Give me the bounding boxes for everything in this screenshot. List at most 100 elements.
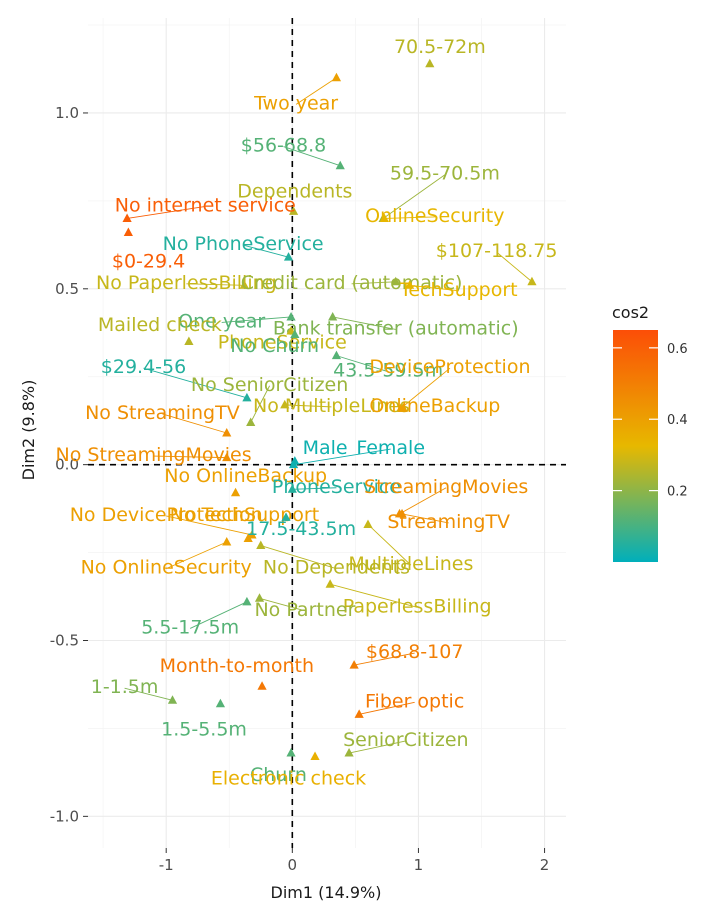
category-label: No internet service [115,194,296,216]
category-label: No MultipleLines [253,395,410,417]
category-label: No OnlineBackup [164,465,327,487]
category-label: Mailed check [98,314,222,336]
category-label: One year [178,310,265,332]
category-point [310,751,320,761]
category-point [398,403,408,412]
label-connector [292,487,337,490]
label-connector [186,283,245,286]
category-point [242,392,252,402]
label-connector [260,545,337,570]
category-point [405,280,415,289]
category-label: Female [356,437,425,459]
label-connector [293,448,391,466]
category-point [184,336,194,346]
label-connector [367,524,412,566]
category-label: 17.5-43.5m [246,518,356,540]
label-connector [221,316,292,323]
y-axis-title: Dim2 (9.8%) [19,380,38,481]
label-connector [400,367,451,409]
category-label: TechSupport [399,279,518,301]
label-connector [336,355,389,373]
y-tick-label: -1.0 [50,807,79,825]
legend-title: cos2 [612,303,649,322]
label-connector [351,281,396,285]
category-point [215,698,226,708]
category-point [222,452,232,462]
legend-tick-label: 0.2 [667,485,688,500]
category-point [286,748,296,757]
category-point [222,537,232,546]
label-connector [401,513,449,524]
label-connector [409,284,459,292]
x-axis-ticks: -1 0 1 2 [159,848,549,874]
legend-ticks: 0.2 0.4 0.6 [613,342,688,500]
label-connector [189,601,248,629]
category-label: Bank transfer (automatic) [273,317,519,339]
category-label: No Dependents [263,557,410,579]
category-label: No SeniorCitizen [191,374,348,396]
label-connector [382,174,446,219]
category-label: OnlineSecurity [365,205,504,227]
category-point [335,160,345,170]
y-tick-label: -0.5 [50,632,79,650]
category-point [167,695,178,704]
category-label: 1-1.5m [91,676,159,698]
label-connector [496,251,533,283]
category-point [287,484,297,493]
category-point [527,276,537,286]
y-tick-label: 0.5 [55,280,79,298]
label-connector [162,413,227,434]
category-label: 70.5-72m [394,36,486,58]
label-connector [354,652,415,666]
category-label: $0-29.4 [112,251,185,273]
category-label: 43.5-59.5m [333,360,443,382]
x-tick-label: 1 [414,856,424,874]
y-tick-label: 0.0 [55,456,79,474]
category-point [288,459,299,469]
category-point [397,508,407,518]
category-point [222,428,232,437]
category-label: No DeviceProtection [70,504,263,526]
label-connector [283,146,341,167]
category-label: 1.5-5.5m [161,718,247,740]
category-point [256,540,266,550]
y-axis-ticks: -1.0 -0.5 0.0 0.5 1.0 [50,104,88,825]
category-label: No Churn [230,335,319,357]
category-label: Electronic check [211,768,366,790]
category-point [246,417,256,426]
category-label: SeniorCitizen [343,729,469,751]
category-point [425,58,435,68]
label-connector [250,385,271,423]
legend-colorbar [613,330,658,562]
label-connector [127,205,206,219]
category-point [391,276,401,286]
category-label: Churn [250,764,307,786]
category-point [344,748,354,757]
x-tick-label: 0 [288,856,298,874]
category-label: No PhoneService [163,233,324,255]
category-point [288,206,299,215]
category-label: StreamingMovies [364,476,528,498]
category-point [230,487,241,497]
label-connector [243,244,289,258]
category-point [354,709,364,718]
category-point [242,596,252,606]
category-label: No Partner [254,599,355,621]
category-label: 59.5-70.5m [390,163,500,185]
label-connector [284,404,332,408]
label-connector [399,487,447,515]
category-point [257,681,267,690]
category-label: Male [303,437,348,459]
panel-background [88,18,566,848]
category-label: $107-118.75 [436,240,558,262]
category-point [254,593,265,602]
label-connector [348,740,406,754]
category-point [286,311,296,321]
category-label: OnlineBackup [369,395,500,417]
category-label: PhoneService [272,476,401,498]
category-label: Month-to-month [160,655,314,677]
label-connector [166,541,227,570]
category-label: Two year [253,92,338,114]
x-tick-label: -1 [159,856,174,874]
